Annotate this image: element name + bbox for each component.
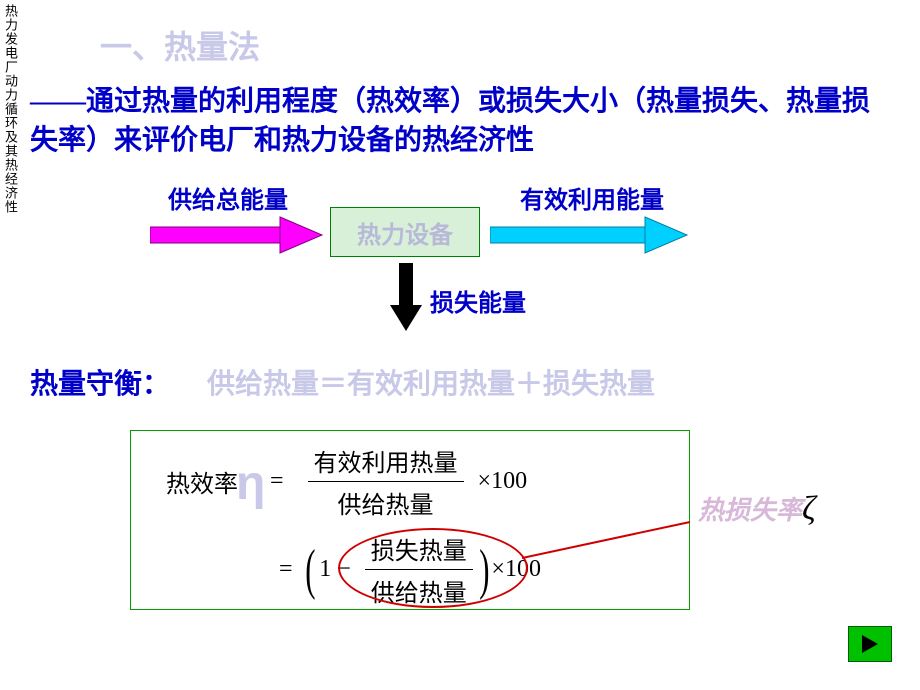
one-minus: 1 −: [319, 556, 351, 583]
supply-arrow-icon: [150, 215, 325, 255]
efficiency-formula-box: η 热效率 = 有效利用热量 供给热量 ×100 = ( 1 − 损失热量 供给…: [130, 430, 690, 610]
device-box: 热力设备: [330, 207, 480, 257]
section-title: 一、热量法: [100, 22, 260, 68]
next-slide-button[interactable]: [848, 626, 892, 662]
frac1-denominator: 供给热量: [332, 482, 440, 520]
output-arrow-icon: [490, 215, 690, 255]
play-icon: [860, 633, 880, 655]
formula-row-1: 热效率 = 有效利用热量 供给热量 ×100: [166, 443, 527, 520]
left-paren: (: [305, 542, 315, 598]
energy-diagram: 供给总能量 有效利用能量 损失能量 热力设备: [150, 175, 790, 345]
fraction-2: 损失热量 供给热量: [365, 531, 473, 608]
conservation-label: 热量守衡：: [30, 369, 170, 400]
sidebar-vertical-text: 热力发电厂动力循环及其热经济性: [4, 4, 18, 214]
frac2-denominator: 供给热量: [365, 570, 473, 608]
conservation-statement: 热量守衡： 供给热量＝有效利用热量＋损失热量: [30, 362, 655, 402]
times100-1: ×100: [478, 468, 528, 495]
loss-rate-text: 热损失率: [698, 496, 802, 525]
section-subtitle: ——通过热量的利用程度（热效率）或损失大小（热量损失、热量损失率）来评价电厂和热…: [30, 82, 890, 160]
zeta-symbol: ζ: [802, 490, 816, 527]
efficiency-label: 热效率: [166, 464, 238, 499]
frac1-numerator: 有效利用热量: [308, 443, 464, 482]
formula-row-2: = ( 1 − 损失热量 供给热量 ) ×100: [279, 531, 541, 608]
right-paren: ): [479, 542, 489, 598]
loss-rate-label: 热损失率ζ: [698, 490, 816, 528]
equals-1: =: [270, 468, 284, 495]
fraction-1: 有效利用热量 供给热量: [308, 443, 464, 520]
effective-energy-label: 有效利用能量: [520, 180, 664, 215]
frac2-numerator: 损失热量: [365, 531, 473, 570]
loss-arrow-icon: [388, 263, 424, 333]
conservation-equation: 供给热量＝有效利用热量＋损失热量: [207, 369, 655, 400]
loss-energy-label: 损失能量: [430, 283, 526, 318]
times100-2: ×100: [491, 556, 541, 583]
equals-2: =: [279, 556, 293, 583]
supply-energy-label: 供给总能量: [168, 180, 288, 215]
